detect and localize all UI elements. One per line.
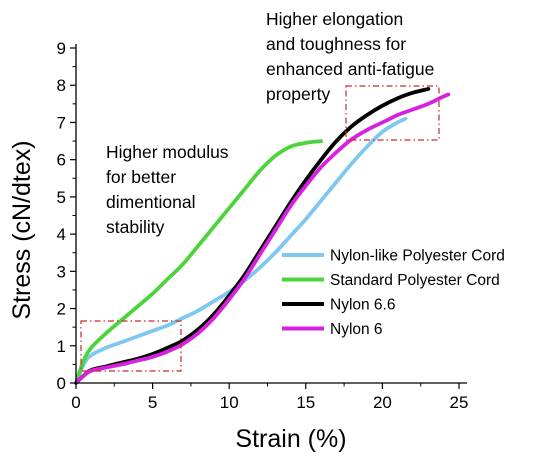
annotation-line: and toughness for (266, 34, 406, 54)
x-tick-label: 5 (148, 393, 157, 412)
y-tick-label: 2 (57, 300, 66, 319)
annotation-line: property (266, 84, 330, 104)
low-strain-highlight-box (80, 320, 182, 372)
legend-label: Nylon 6 (330, 321, 383, 338)
y-tick-label: 7 (57, 113, 66, 132)
annotation-line: Higher elongation (266, 9, 403, 29)
y-tick-label: 0 (57, 374, 66, 393)
y-tick-label: 3 (57, 262, 66, 281)
annotation-line: enhanced anti-fatigue (266, 59, 434, 79)
legend-label: Standard Polyester Cord (330, 272, 500, 289)
x-tick-label: 25 (450, 393, 469, 412)
x-tick-label: 0 (71, 393, 80, 412)
y-tick-label: 5 (57, 188, 66, 207)
x-tick-label: 10 (220, 393, 239, 412)
annotation-line: Higher modulus (106, 142, 229, 162)
x-axis-title: Strain (%) (235, 425, 346, 453)
annotation-line: for better (106, 167, 176, 187)
highlight-boxes (80, 85, 440, 372)
y-tick-label: 1 (57, 337, 66, 356)
series-layer (74, 87, 451, 385)
axes: 0 5 10 15 20 25 0 1 2 3 4 5 6 7 8 9 (57, 39, 469, 412)
legend-label: Nylon-like Polyester Cord (330, 248, 505, 265)
legend: Nylon-like Polyester Cord Standard Polyes… (282, 248, 505, 338)
x-tick-label: 20 (373, 393, 392, 412)
annotation-line: stability (106, 217, 165, 237)
annotation-line: dimentional (106, 192, 196, 212)
high-strain-highlight-box (345, 85, 440, 141)
y-tick-label: 8 (57, 76, 66, 95)
y-axis-title: Stress (cN/dtex) (8, 140, 36, 319)
series-line-2 (74, 139, 323, 385)
x-tick-label: 15 (296, 393, 315, 412)
annotations: Higher elongation and toughness for enhanc… (106, 9, 434, 237)
y-tick-label: 9 (57, 39, 66, 58)
series-line-4 (74, 92, 451, 385)
y-tick-label: 6 (57, 151, 66, 170)
y-tick-label: 4 (57, 225, 66, 244)
legend-label: Nylon 6.6 (330, 297, 395, 314)
